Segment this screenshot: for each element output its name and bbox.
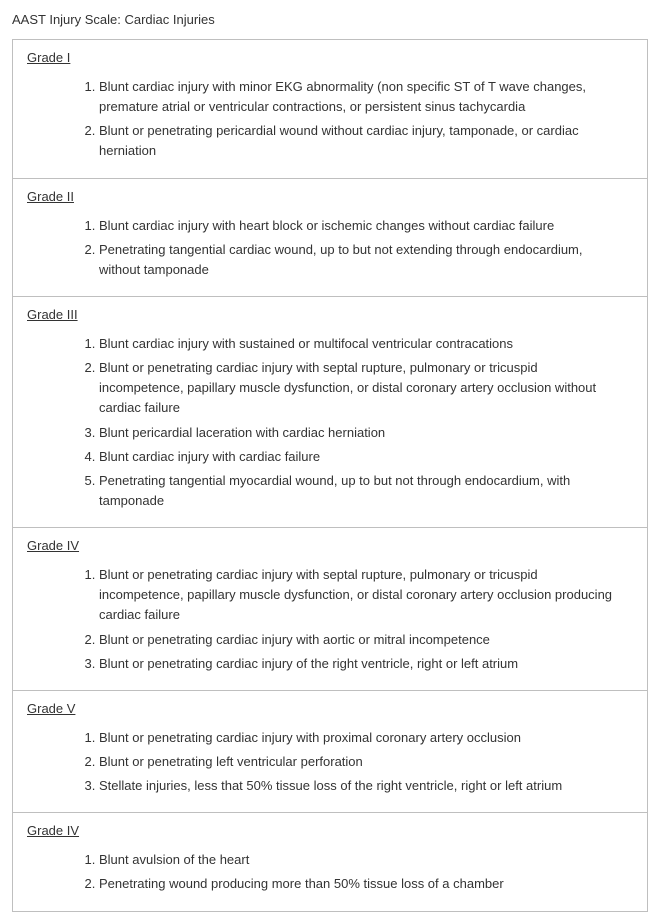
grade-heading: Grade III <box>27 307 633 322</box>
list-item: Blunt cardiac injury with heart block or… <box>99 216 633 236</box>
list-item: Penetrating tangential myocardial wound,… <box>99 471 633 511</box>
grade-block: Grade IV Blunt avulsion of the heart Pen… <box>13 812 647 910</box>
grade-list: Blunt cardiac injury with sustained or m… <box>27 334 633 511</box>
grade-list: Blunt or penetrating cardiac injury with… <box>27 728 633 796</box>
grade-block: Grade V Blunt or penetrating cardiac inj… <box>13 690 647 812</box>
grade-block: Grade IV Blunt or penetrating cardiac in… <box>13 527 647 690</box>
grade-heading: Grade II <box>27 189 633 204</box>
grade-list: Blunt or penetrating cardiac injury with… <box>27 565 633 674</box>
grade-table: Grade I Blunt cardiac injury with minor … <box>12 39 648 912</box>
list-item: Penetrating wound producing more than 50… <box>99 874 633 894</box>
list-item: Blunt or penetrating cardiac injury with… <box>99 565 633 625</box>
list-item: Blunt or penetrating cardiac injury of t… <box>99 654 633 674</box>
list-item: Blunt or penetrating left ventricular pe… <box>99 752 633 772</box>
grade-heading: Grade I <box>27 50 633 65</box>
list-item: Blunt cardiac injury with sustained or m… <box>99 334 633 354</box>
list-item: Blunt or penetrating pericardial wound w… <box>99 121 633 161</box>
list-item: Blunt pericardial laceration with cardia… <box>99 423 633 443</box>
page-title: AAST Injury Scale: Cardiac Injuries <box>12 12 648 27</box>
list-item: Blunt or penetrating cardiac injury with… <box>99 358 633 418</box>
grade-heading: Grade IV <box>27 823 633 838</box>
grade-block: Grade II Blunt cardiac injury with heart… <box>13 178 647 296</box>
list-item: Blunt or penetrating cardiac injury with… <box>99 728 633 748</box>
list-item: Blunt cardiac injury with cardiac failur… <box>99 447 633 467</box>
grade-list: Blunt cardiac injury with minor EKG abno… <box>27 77 633 162</box>
grade-block: Grade III Blunt cardiac injury with sust… <box>13 296 647 527</box>
list-item: Stellate injuries, less that 50% tissue … <box>99 776 633 796</box>
list-item: Blunt or penetrating cardiac injury with… <box>99 630 633 650</box>
list-item: Blunt avulsion of the heart <box>99 850 633 870</box>
grade-list: Blunt cardiac injury with heart block or… <box>27 216 633 280</box>
list-item: Penetrating tangential cardiac wound, up… <box>99 240 633 280</box>
grade-block: Grade I Blunt cardiac injury with minor … <box>13 39 647 178</box>
grade-heading: Grade IV <box>27 538 633 553</box>
grade-list: Blunt avulsion of the heart Penetrating … <box>27 850 633 894</box>
list-item: Blunt cardiac injury with minor EKG abno… <box>99 77 633 117</box>
grade-heading: Grade V <box>27 701 633 716</box>
